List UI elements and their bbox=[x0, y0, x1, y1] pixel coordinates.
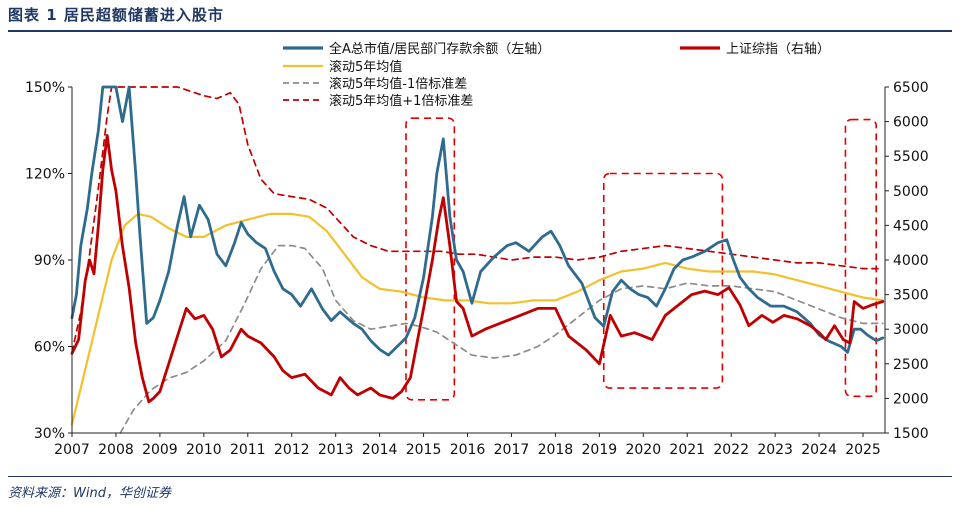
x-tick-label: 2024 bbox=[801, 442, 837, 458]
figure-title: 图表 1 居民超额储蓄进入股市 bbox=[8, 6, 224, 24]
source-note: 资料来源：Wind，华创证券 bbox=[8, 486, 171, 501]
legend-minus-1sd: 滚动5年均值-1倍标准差 bbox=[283, 76, 467, 92]
rolling-mean-line bbox=[70, 212, 884, 426]
right-tick-label: 2000 bbox=[893, 391, 929, 407]
right-tick-label: 5000 bbox=[893, 184, 929, 200]
x-tick-label: 2012 bbox=[274, 442, 310, 458]
right-tick-label: 3000 bbox=[893, 322, 929, 338]
x-tick-label: 2020 bbox=[625, 442, 661, 458]
right-tick-label: 6500 bbox=[893, 80, 929, 96]
x-tick-label: 2008 bbox=[98, 442, 134, 458]
right-tick-label: 4500 bbox=[893, 218, 929, 234]
right-tick-label: 5500 bbox=[893, 149, 929, 165]
sse-index-line bbox=[70, 133, 885, 404]
right-tick-label: 6000 bbox=[893, 115, 929, 131]
x-tick-label: 2007 bbox=[54, 442, 90, 458]
highlight-boxes bbox=[405, 117, 878, 401]
legend-label: 滚动5年均值+1倍标准差 bbox=[329, 93, 473, 109]
left-tick-label: 30% bbox=[34, 426, 65, 442]
right-tick-label: 3500 bbox=[893, 288, 929, 304]
legend-label: 滚动5年均值 bbox=[329, 59, 402, 75]
legend-plus-1sd: 滚动5年均值+1倍标准差 bbox=[283, 93, 473, 109]
highlight-box-2 bbox=[602, 172, 724, 389]
x-tick-label: 2023 bbox=[757, 442, 793, 458]
x-tick-label: 2010 bbox=[186, 442, 222, 458]
x-tick-label: 2009 bbox=[142, 442, 178, 458]
left-tick-label: 120% bbox=[25, 167, 65, 183]
left-tick-label: 60% bbox=[34, 340, 65, 356]
title-divider bbox=[8, 30, 952, 32]
x-tick-label: 2015 bbox=[406, 442, 442, 458]
x-tick-label: 2014 bbox=[362, 442, 398, 458]
x-tick-label: 2017 bbox=[494, 442, 530, 458]
x-tick-label: 2021 bbox=[669, 442, 705, 458]
plus-1sd-line bbox=[71, 86, 884, 354]
legend-label: 滚动5年均值-1倍标准差 bbox=[329, 76, 467, 92]
series-lines bbox=[70, 85, 885, 434]
highlight-box-3 bbox=[844, 118, 878, 398]
right-tick-label: 2500 bbox=[893, 357, 929, 373]
x-tick-label: 2013 bbox=[318, 442, 354, 458]
axes bbox=[71, 87, 886, 434]
source-divider bbox=[8, 476, 952, 477]
legend-sse-index: 上证综指（右轴） bbox=[680, 42, 830, 57]
right-tick-label: 4000 bbox=[893, 253, 929, 269]
x-tick-label: 2022 bbox=[713, 442, 749, 458]
legend: 全A总市值/居民部门存款余额（左轴） 上证综指（右轴） 滚动5年均值滚动5年均值-1… bbox=[283, 41, 830, 109]
left-tick-label: 150% bbox=[25, 80, 65, 96]
x-tick-label: 2016 bbox=[450, 442, 486, 458]
right-tick-label: 1500 bbox=[893, 426, 929, 442]
chart: 30% 60% 90% 120% 150% 1500 2000 2500 3000 3500 400… bbox=[25, 41, 929, 458]
ratio-line bbox=[70, 85, 885, 357]
legend-ratio: 全A总市值/居民部门存款余额（左轴） bbox=[283, 41, 550, 57]
legend-label: 上证综指（右轴） bbox=[726, 42, 830, 57]
minus-1sd-line bbox=[119, 244, 884, 434]
legend-rolling-mean: 滚动5年均值 bbox=[283, 59, 402, 75]
left-tick-label: 90% bbox=[34, 253, 65, 269]
x-tick-label: 2019 bbox=[582, 442, 618, 458]
x-tick-label: 2025 bbox=[845, 442, 881, 458]
legend-label: 全A总市值/居民部门存款余额（左轴） bbox=[329, 41, 550, 57]
x-tick-label: 2018 bbox=[538, 442, 574, 458]
x-tick-label: 2011 bbox=[230, 442, 266, 458]
tick-labels: 30% 60% 90% 120% 150% 1500 2000 2500 3000 3500 400… bbox=[25, 80, 929, 458]
highlight-box-1 bbox=[405, 117, 456, 401]
